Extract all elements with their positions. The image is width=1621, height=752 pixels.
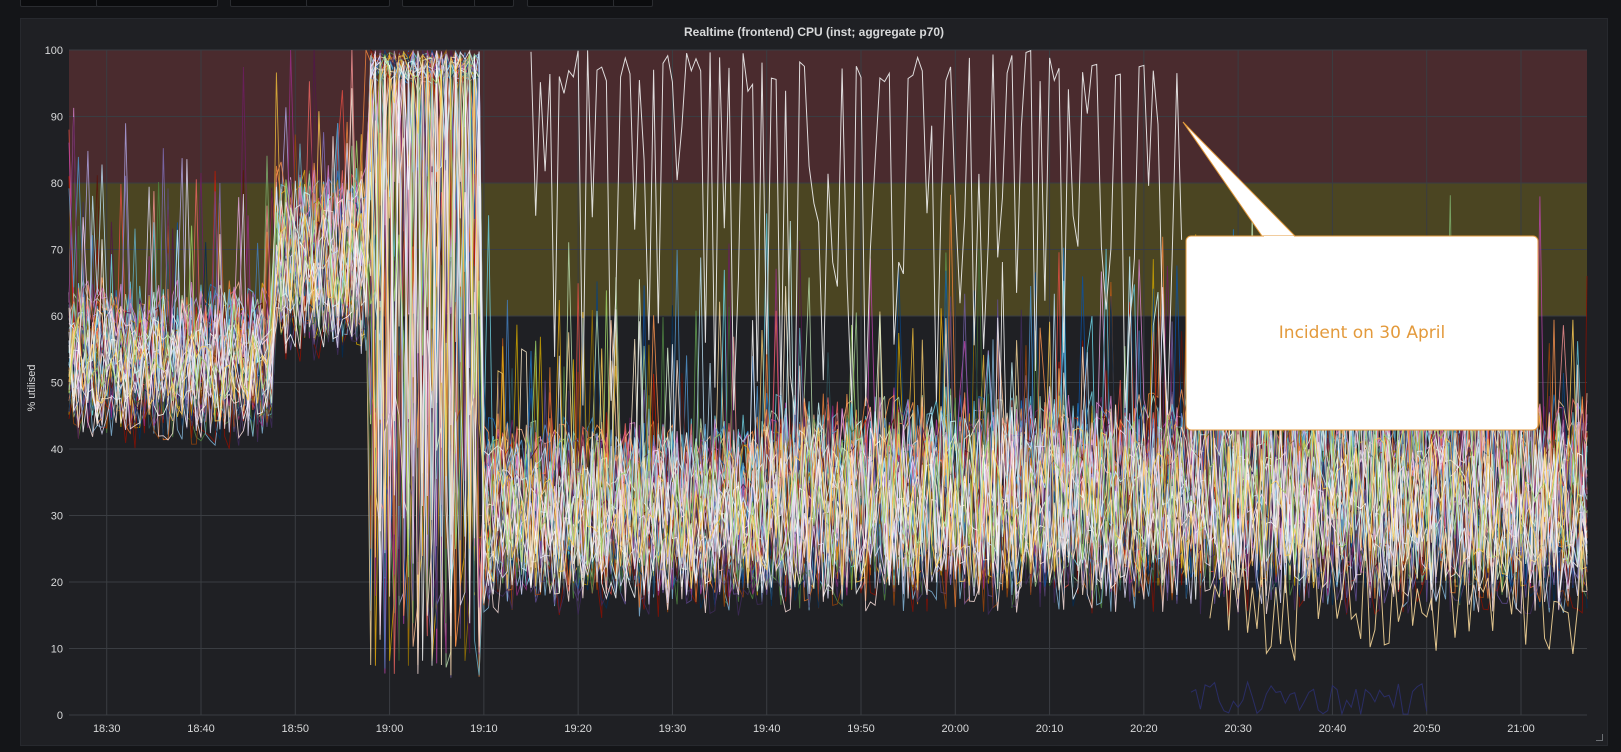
series-line (68, 53, 1588, 578)
series-line (68, 55, 1588, 661)
y-tick-label: 80 (51, 178, 63, 190)
x-tick-label: 20:40 (1319, 723, 1347, 735)
x-tick-label: 19:50 (847, 723, 875, 735)
x-tick-label: 20:10 (1036, 723, 1064, 735)
resize-handle-icon[interactable] (1596, 734, 1603, 741)
y-axis: 0 10 20 30 40 50 60 70 80 90 100 (45, 45, 63, 722)
y-tick-label: 30 (51, 511, 63, 523)
y-tick-label: 90 (51, 112, 63, 124)
toolbar-segment[interactable] (474, 0, 514, 7)
y-tick-label: 40 (51, 444, 63, 456)
callout-box (1185, 235, 1539, 431)
outlier-series-tan (1209, 530, 1588, 661)
toolbar-segment[interactable] (613, 0, 653, 7)
toolbar-segment[interactable] (306, 0, 390, 7)
y-tick-label: 60 (51, 311, 63, 323)
y-axis-label: % utilised (26, 364, 38, 411)
x-tick-label: 19:30 (659, 723, 687, 735)
x-tick-label: 19:40 (753, 723, 781, 735)
x-tick-label: 19:20 (564, 723, 592, 735)
x-tick-label: 18:30 (93, 723, 121, 735)
panel-title[interactable]: Realtime (frontend) CPU (inst; aggregate… (683, 25, 945, 39)
series-line (68, 53, 1588, 589)
y-tick-label: 20 (51, 577, 63, 589)
dashboard-toolbar (0, 0, 1621, 10)
x-tick-label: 18:40 (187, 723, 215, 735)
y-tick-label: 70 (51, 245, 63, 257)
y-tick-label: 100 (45, 45, 63, 57)
x-tick-label: 21:00 (1507, 723, 1535, 735)
y-tick-label: 0 (57, 710, 63, 722)
y-tick-label: 50 (51, 378, 63, 390)
x-tick-label: 19:00 (376, 723, 404, 735)
toolbar-segment[interactable] (96, 0, 218, 7)
series-group (68, 49, 1588, 716)
x-tick-label: 18:50 (282, 723, 310, 735)
x-tick-label: 20:00 (942, 723, 970, 735)
x-tick-label: 20:50 (1413, 723, 1441, 735)
x-tick-label: 20:30 (1224, 723, 1252, 735)
x-axis: 18:30 18:40 18:50 19:00 19:10 19:20 19:30 19:40… (93, 723, 1535, 735)
incident-callout (1182, 121, 1539, 431)
y-tick-label: 10 (51, 644, 63, 656)
x-tick-label: 19:10 (470, 723, 498, 735)
incident-annotation-text: Incident on 30 April (1278, 323, 1446, 343)
series-line (68, 63, 1588, 674)
x-tick-label: 20:20 (1130, 723, 1158, 735)
outlier-series-white (530, 49, 1183, 415)
outlier-series-navy (1190, 680, 1428, 716)
